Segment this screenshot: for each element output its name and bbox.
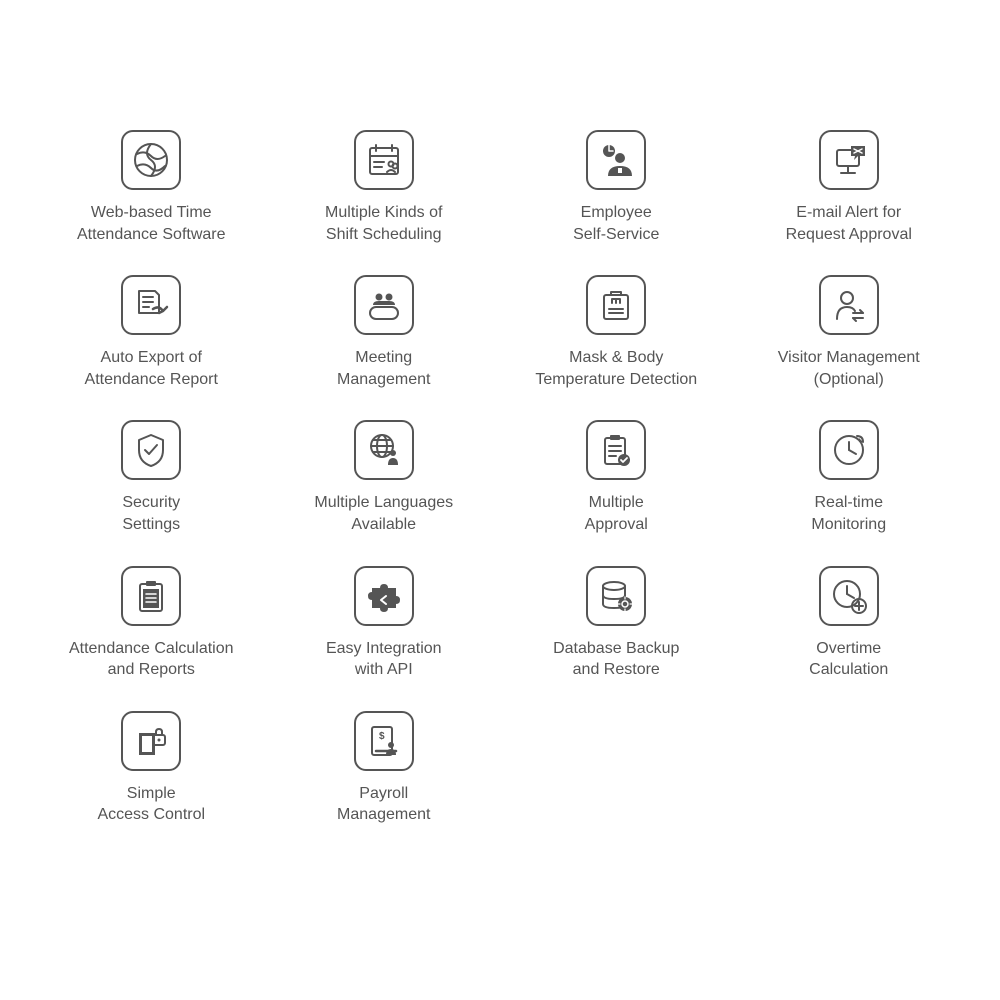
feature-label: Overtime Calculation [809, 638, 888, 681]
feature-item: Security Settings [40, 420, 263, 535]
feature-item: Overtime Calculation [738, 566, 961, 681]
feature-item: Mask & Body Temperature Detection [505, 275, 728, 390]
feature-label: Database Backup and Restore [553, 638, 679, 681]
feature-item: Multiple Kinds of Shift Scheduling [273, 130, 496, 245]
door-lock-icon [121, 711, 181, 771]
clock-refresh-icon [819, 420, 879, 480]
feature-item: Visitor Management (Optional) [738, 275, 961, 390]
shield-check-icon [121, 420, 181, 480]
feature-label: Simple Access Control [97, 783, 205, 826]
feature-item: E-mail Alert for Request Approval [738, 130, 961, 245]
feature-item: Real-time Monitoring [738, 420, 961, 535]
payroll-icon: $ [354, 711, 414, 771]
employee-clock-icon [586, 130, 646, 190]
feature-label: Attendance Calculation and Reports [69, 638, 234, 681]
feature-item: Attendance Calculation and Reports [40, 566, 263, 681]
feature-label: Web-based Time Attendance Software [77, 202, 226, 245]
feature-label: Visitor Management (Optional) [778, 347, 920, 390]
feature-label: Employee Self-Service [573, 202, 659, 245]
mask-temp-icon [586, 275, 646, 335]
feature-label: Multiple Approval [585, 492, 648, 535]
feature-item: Simple Access Control [40, 711, 263, 826]
feature-label: Multiple Kinds of Shift Scheduling [325, 202, 442, 245]
feature-item: Auto Export of Attendance Report [40, 275, 263, 390]
feature-label: Security Settings [122, 492, 180, 535]
puzzle-api-icon [354, 566, 414, 626]
email-alert-icon [819, 130, 879, 190]
feature-item: Employee Self-Service [505, 130, 728, 245]
database-backup-icon [586, 566, 646, 626]
visitor-icon [819, 275, 879, 335]
meeting-icon [354, 275, 414, 335]
clipboard-report-icon [121, 566, 181, 626]
document-export-icon [121, 275, 181, 335]
feature-item: Meeting Management [273, 275, 496, 390]
feature-label: Mask & Body Temperature Detection [535, 347, 697, 390]
feature-label: Multiple Languages Available [314, 492, 453, 535]
feature-label: E-mail Alert for Request Approval [786, 202, 912, 245]
feature-label: Easy Integration with API [326, 638, 442, 681]
feature-grid: Web-based Time Attendance Software Multi… [40, 130, 960, 826]
feature-label: Auto Export of Attendance Report [85, 347, 218, 390]
feature-item: $ Payroll Management [273, 711, 496, 826]
feature-label: Meeting Management [337, 347, 430, 390]
feature-item: Web-based Time Attendance Software [40, 130, 263, 245]
feature-label: Payroll Management [337, 783, 430, 826]
calendar-people-icon [354, 130, 414, 190]
feature-item: Multiple Approval [505, 420, 728, 535]
feature-item: Database Backup and Restore [505, 566, 728, 681]
globe-person-icon [354, 420, 414, 480]
clipboard-check-icon [586, 420, 646, 480]
feature-label: Real-time Monitoring [811, 492, 886, 535]
feature-item: Easy Integration with API [273, 566, 496, 681]
svg-text:$: $ [379, 731, 385, 742]
clock-plus-icon [819, 566, 879, 626]
globe-network-icon [121, 130, 181, 190]
feature-item: Multiple Languages Available [273, 420, 496, 535]
